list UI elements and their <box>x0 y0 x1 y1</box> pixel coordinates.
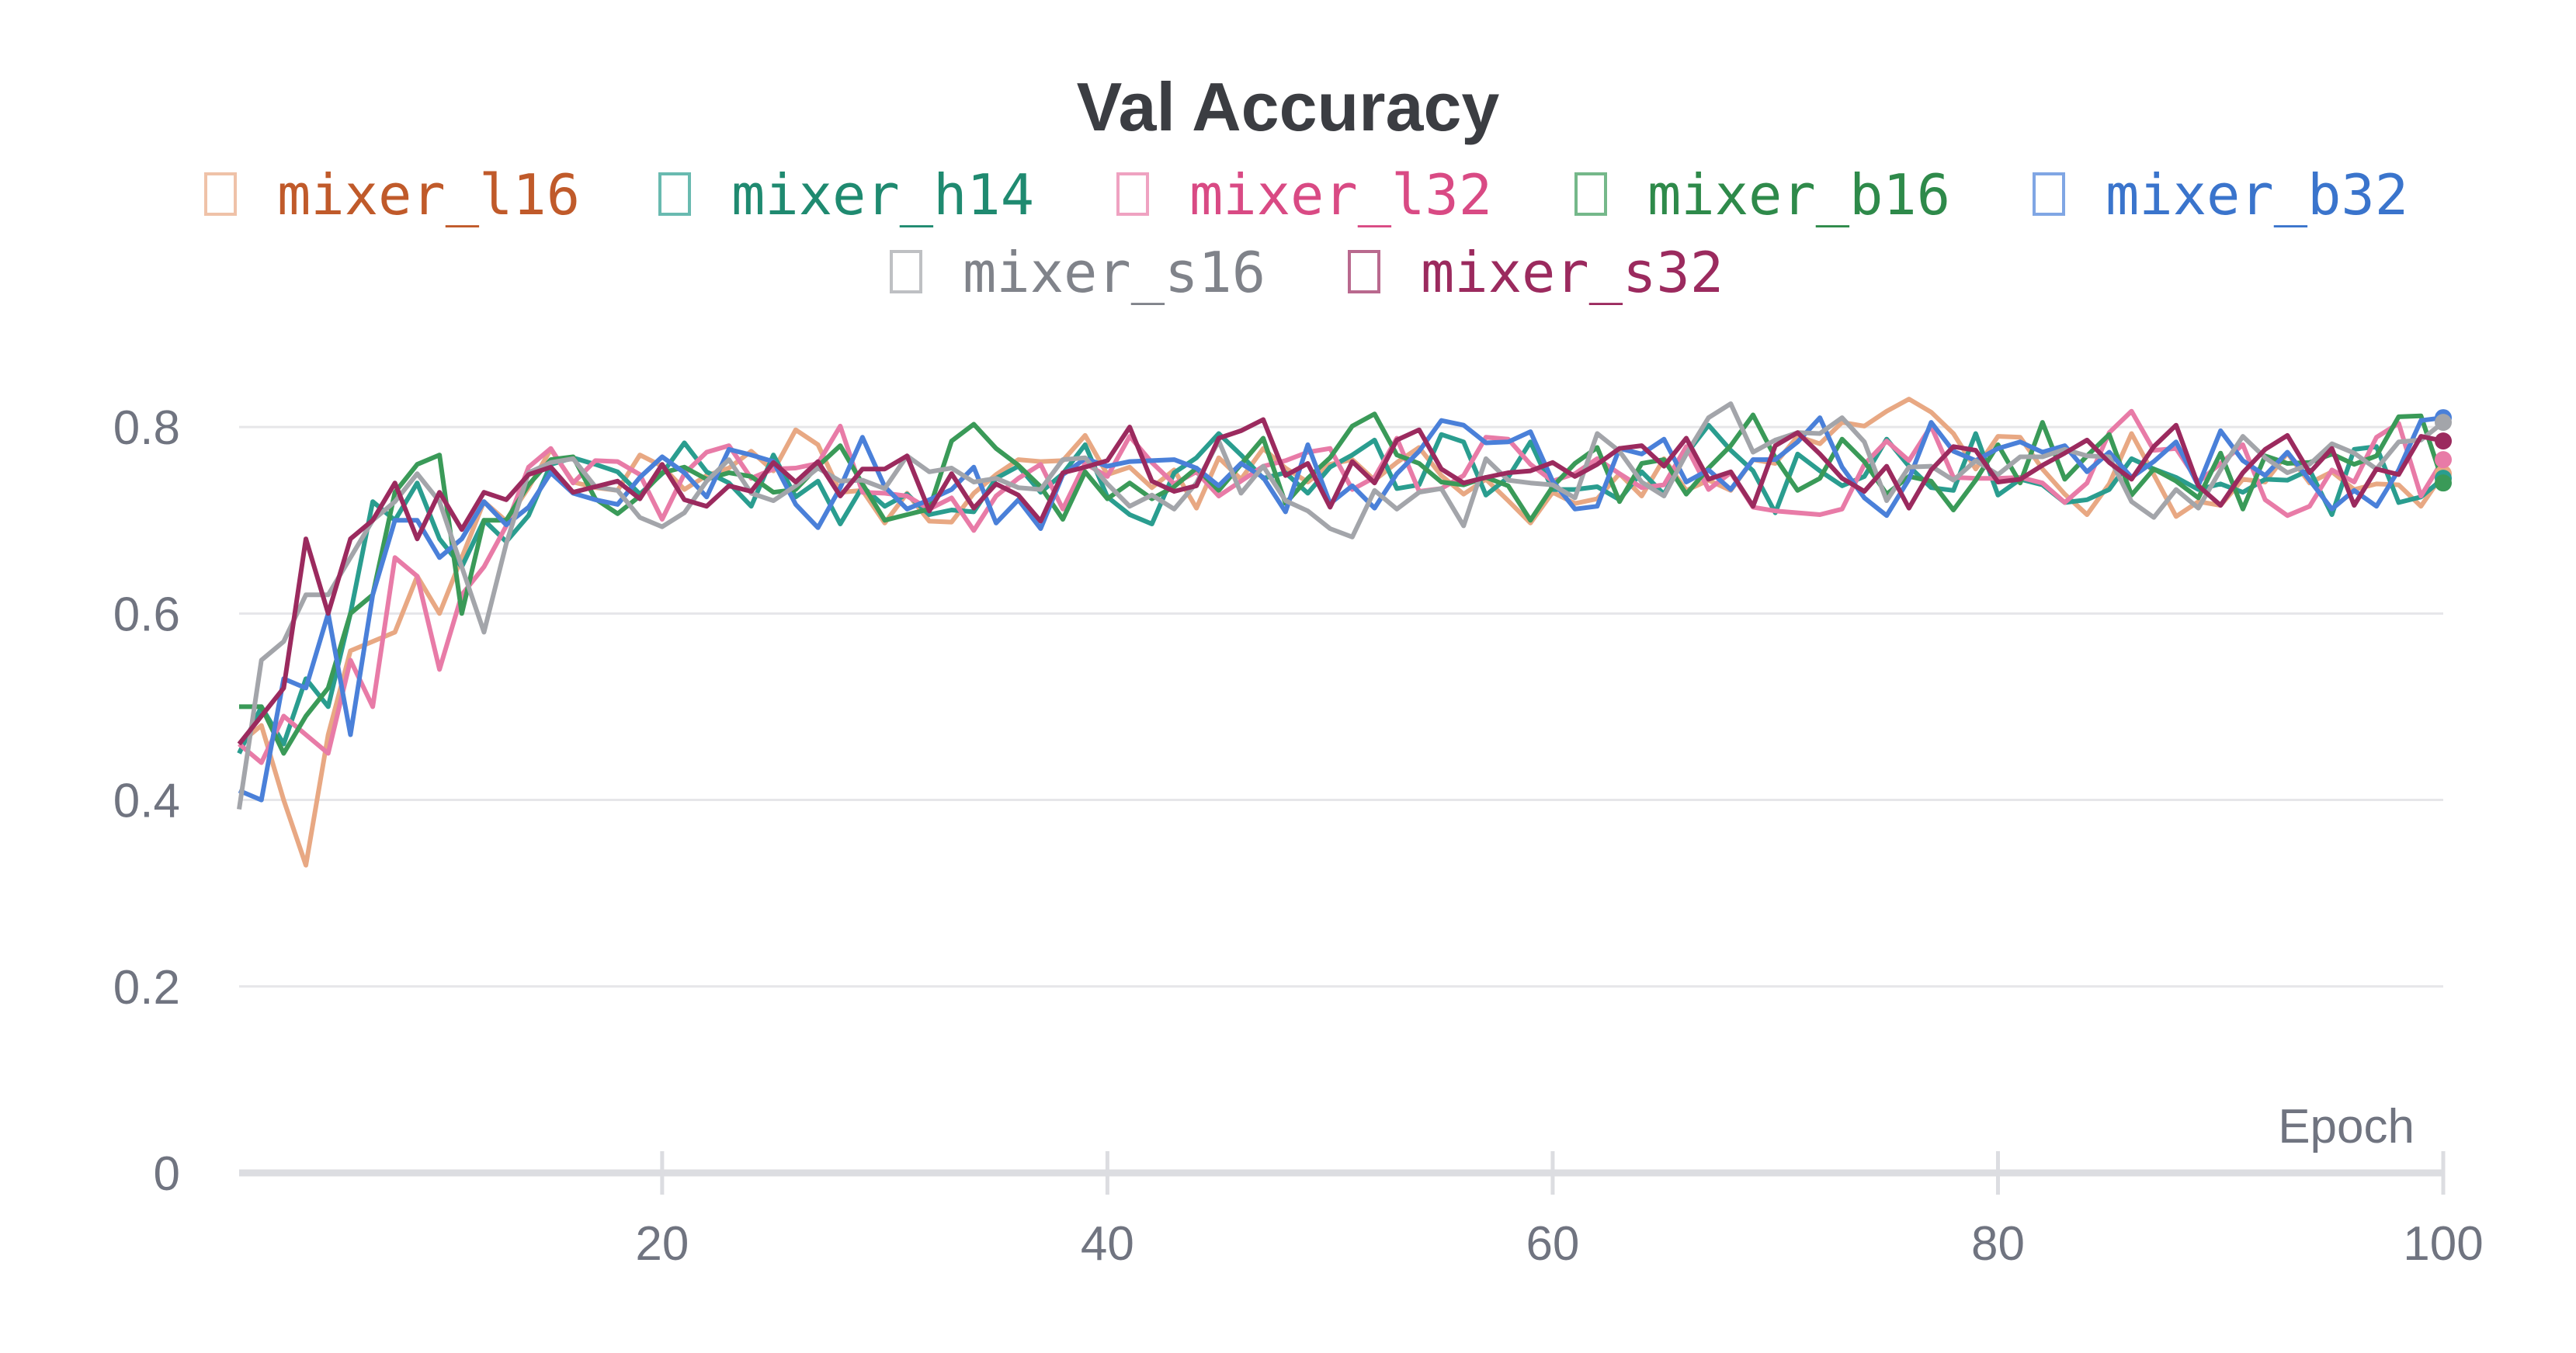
legend-item-mixer-s16[interactable]: mixer_s16 <box>890 240 1265 305</box>
legend-item-mixer-h14[interactable]: mixer_h14 <box>658 162 1034 227</box>
x-tick-label: 100 <box>2403 1217 2483 1271</box>
gridlines <box>239 425 2443 988</box>
series-line-mixer-s16 <box>237 401 2445 810</box>
chart-title: Val Accuracy <box>1077 68 1500 145</box>
legend-swatch <box>890 250 922 293</box>
series-line-mixer-b32 <box>238 415 2444 803</box>
x-tick-label: 60 <box>1526 1217 1579 1271</box>
legend-swatch <box>658 172 691 216</box>
legend-item-mixer-l16[interactable]: mixer_l16 <box>204 162 580 227</box>
legend-label: mixer_s16 <box>963 240 1265 305</box>
legend-swatch <box>1116 172 1149 216</box>
series-end-point-mixer-l32 <box>2435 451 2452 469</box>
legend-label: mixer_l32 <box>1189 162 1492 227</box>
legend-item-mixer-b16[interactable]: mixer_b16 <box>1574 162 1950 227</box>
legend-swatch <box>1348 250 1380 293</box>
x-tick-label: 20 <box>635 1217 689 1271</box>
y-tick-label: 0.4 <box>113 775 180 828</box>
legend-label: mixer_b32 <box>2106 162 2408 227</box>
series-lines <box>237 397 2446 868</box>
legend-item-mixer-l32[interactable]: mixer_l32 <box>1116 162 1492 227</box>
legend-item-mixer-s32[interactable]: mixer_s32 <box>1348 240 1724 305</box>
series-line-mixer-l32 <box>238 408 2446 765</box>
y-axis-ticks: 0 0.2 0.4 0.6 0.8 <box>113 401 180 1201</box>
x-axis-label: Epoch <box>2278 1100 2415 1154</box>
series-line-mixer-b16 <box>239 411 2446 756</box>
series-end-points <box>2435 409 2452 492</box>
legend-swatch <box>2033 172 2065 216</box>
series-line-mixer-s32 <box>237 417 2444 746</box>
legend-label: mixer_s32 <box>1421 240 1724 305</box>
legend-swatch <box>1574 172 1607 216</box>
series-end-point-mixer-s16 <box>2435 414 2452 432</box>
legend-label: mixer_h14 <box>731 162 1034 227</box>
legend-item-mixer-b32[interactable]: mixer_b32 <box>2033 162 2408 227</box>
x-tick-label: 40 <box>1081 1217 1134 1271</box>
series-end-point-mixer-b16 <box>2435 474 2452 492</box>
legend-label: mixer_l16 <box>277 162 580 227</box>
series-end-point-mixer-s32 <box>2435 432 2452 450</box>
y-tick-label: 0 <box>154 1147 180 1201</box>
legend-label: mixer_b16 <box>1647 162 1950 227</box>
legend-swatch <box>204 172 237 216</box>
series-line-mixer-h14 <box>237 422 2445 755</box>
x-tick-label: 80 <box>1971 1217 2025 1271</box>
legend: mixer_l16 mixer_h14 mixer_l32 mixer_b16 mixe… <box>204 162 2408 305</box>
y-tick-label: 0.8 <box>113 401 180 455</box>
y-tick-label: 0.6 <box>113 588 180 641</box>
y-tick-label: 0.2 <box>113 961 180 1015</box>
x-axis: 20 40 60 80 100 <box>239 1151 2484 1271</box>
